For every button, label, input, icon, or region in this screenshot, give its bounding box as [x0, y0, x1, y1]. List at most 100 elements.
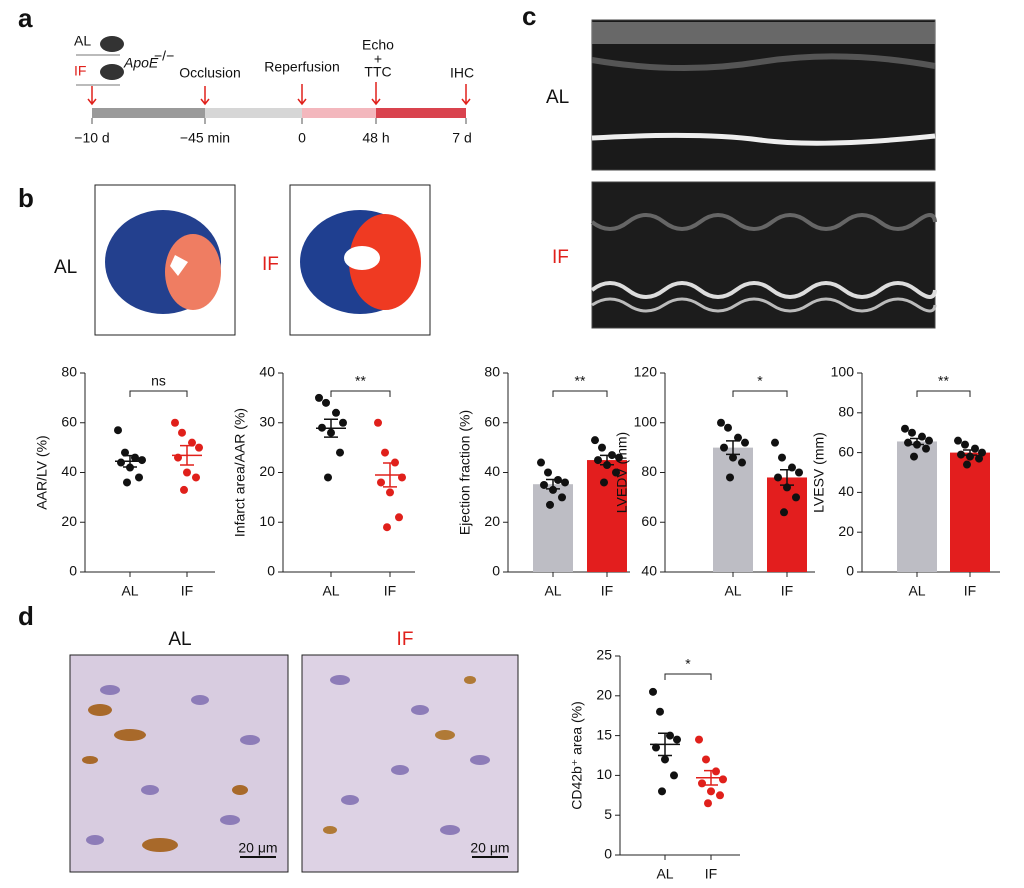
arrows	[87, 82, 471, 106]
dot	[652, 743, 660, 752]
dot	[603, 461, 611, 470]
image-label: IF	[262, 254, 279, 275]
dot	[114, 426, 122, 435]
time-label: 48 h	[362, 130, 389, 146]
dot	[544, 468, 552, 477]
dot	[558, 493, 566, 502]
dot	[673, 735, 681, 744]
dot	[332, 408, 340, 417]
dot	[670, 771, 678, 780]
significance-bracket	[916, 390, 971, 397]
y-tick-label: 40	[259, 364, 275, 380]
time-label: 7 d	[452, 130, 471, 146]
dot	[971, 444, 979, 453]
y-tick-label: 30	[259, 413, 275, 429]
significance-label: **	[938, 373, 949, 389]
dot	[117, 458, 125, 467]
y-tick-label: 5	[604, 806, 612, 822]
bar	[713, 447, 753, 572]
nuclei	[330, 675, 490, 835]
x-tick-label: AL	[908, 583, 925, 599]
event-label: +	[374, 51, 382, 67]
dot	[121, 448, 129, 457]
image-label: AL	[168, 629, 191, 650]
event-label: Reperfusion	[264, 59, 340, 75]
dot	[377, 478, 385, 487]
x-tick-label: AL	[724, 583, 741, 599]
significance-bracket	[330, 390, 391, 397]
dot	[398, 473, 406, 482]
dot	[712, 767, 720, 776]
echo-image	[591, 19, 936, 171]
bar	[950, 452, 990, 572]
dot	[608, 451, 616, 460]
dot	[600, 478, 608, 487]
event-label: Occlusion	[179, 65, 240, 81]
timeline: AL IF ApoE −/− Occlusion Reperfusion Ech…	[74, 33, 474, 146]
dot	[594, 456, 602, 465]
dot	[729, 453, 737, 462]
time-label: 0	[298, 130, 306, 146]
significance-bracket	[664, 673, 712, 680]
dot	[666, 731, 674, 740]
dot	[922, 444, 930, 453]
dot	[957, 450, 965, 459]
bar	[587, 460, 627, 572]
dot	[615, 453, 623, 462]
event-label: Echo	[362, 37, 394, 53]
dot	[178, 428, 186, 437]
timeline-segment	[376, 108, 466, 118]
dot	[978, 448, 986, 457]
y-tick-label: 0	[492, 563, 500, 579]
image-label: IF	[552, 247, 569, 268]
dot	[913, 440, 921, 449]
strain: ApoE	[123, 55, 159, 71]
dot	[719, 775, 727, 784]
y-tick-label: 40	[641, 563, 657, 579]
x-tick-label: AL	[656, 866, 673, 882]
nuclei	[86, 685, 260, 845]
mouse-icon	[100, 36, 124, 52]
dot	[324, 473, 332, 482]
dot	[391, 458, 399, 467]
y-tick-label: 80	[641, 463, 657, 479]
dot	[318, 423, 326, 432]
dot	[788, 463, 796, 472]
y-tick-label: 20	[61, 513, 77, 529]
echo-band	[591, 132, 936, 146]
lumen	[344, 246, 380, 270]
dot	[726, 473, 734, 482]
y-tick-label: 60	[838, 443, 854, 459]
dot	[741, 438, 749, 447]
y-tick-label: 80	[484, 364, 500, 380]
timeline-segment	[92, 108, 205, 118]
significance-bracket	[732, 390, 788, 397]
dot	[738, 458, 746, 467]
echo-band	[590, 213, 937, 231]
dot	[339, 418, 347, 427]
dot	[126, 463, 134, 472]
dot	[322, 398, 330, 407]
scale-bar	[472, 856, 508, 858]
dot	[336, 448, 344, 457]
dot	[598, 443, 606, 452]
histology-images: 20 μm 20 μm AL IF	[69, 629, 519, 873]
panel-letter: a	[18, 3, 33, 33]
dot	[908, 428, 916, 437]
dot	[771, 438, 779, 447]
stain-region	[349, 214, 421, 310]
dot	[327, 428, 335, 437]
dot	[910, 452, 918, 461]
y-tick-label: 40	[838, 483, 854, 499]
y-tick-label: 20	[838, 523, 854, 539]
dot	[717, 418, 725, 427]
echo-images: AL IF	[546, 19, 937, 329]
dot	[383, 523, 391, 532]
x-tick-label: IF	[964, 583, 976, 599]
dot	[695, 735, 703, 744]
dot	[724, 423, 732, 432]
dot	[386, 488, 394, 497]
y-axis-label: Infarct area/AAR (%)	[232, 408, 248, 537]
timeline-segment	[302, 108, 376, 118]
